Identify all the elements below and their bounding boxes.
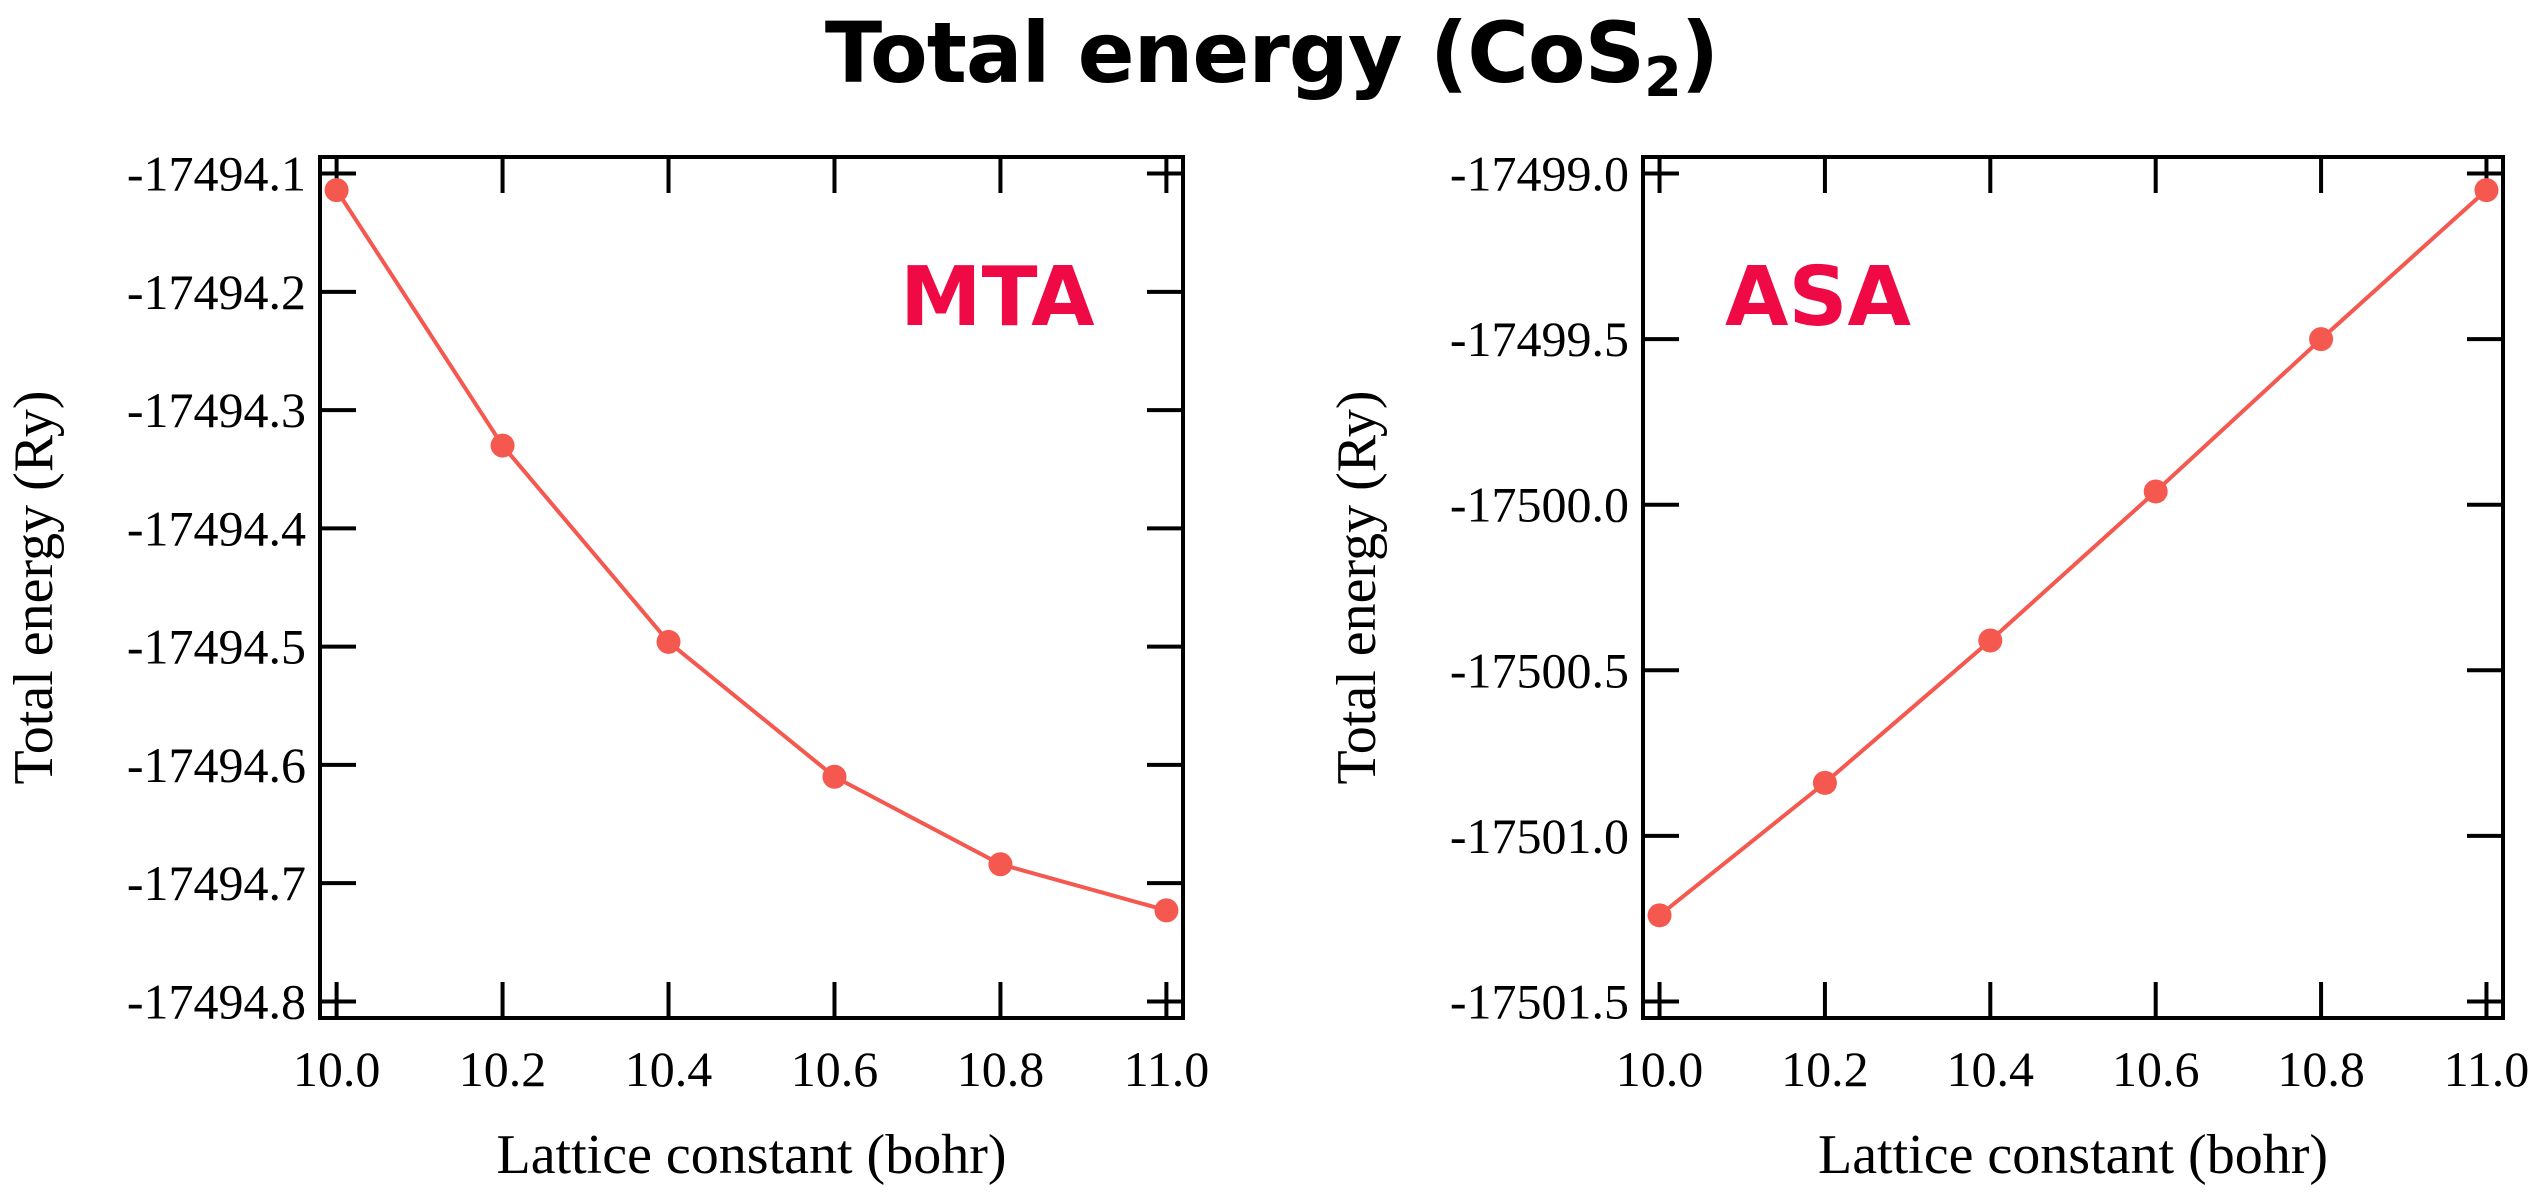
- mta-xtick-label: 11.0: [1124, 1041, 1210, 1097]
- asa-x-axis-label: Lattice constant (bohr): [1818, 1124, 2328, 1186]
- mta-ytick-label: -17494.2: [127, 264, 306, 320]
- mta-ytick-label: -17494.6: [127, 737, 306, 793]
- mta-xtick-label: 10.2: [459, 1041, 547, 1097]
- mta-ytick-label: -17494.1: [127, 146, 306, 202]
- mta-ytick-label: -17494.5: [127, 619, 306, 675]
- asa-xtick-label: 10.0: [1616, 1041, 1704, 1097]
- mta-panel: -17494.1 -17494.2 -17494.3 -17494.4 -17494.5…: [3, 146, 1209, 1186]
- mta-xtick-label: 10.0: [293, 1041, 381, 1097]
- chart-title-text: Total energy (CoS: [824, 4, 1645, 102]
- asa-data-point: [2309, 327, 2334, 352]
- mta-x-axis-label: Lattice constant (bohr): [496, 1124, 1006, 1186]
- asa-xtick-label: 11.0: [2444, 1041, 2530, 1097]
- asa-ytick-label: -17500.5: [1450, 642, 1629, 698]
- mta-ytick-label: -17494.7: [127, 855, 306, 911]
- chart-title-close: ): [1680, 4, 1719, 102]
- asa-ytick-label: -17501.5: [1450, 973, 1629, 1029]
- mta-data-point: [490, 433, 515, 458]
- mta-plot-frame: [318, 155, 1185, 1020]
- mta-ytick-label: -17494.8: [127, 973, 306, 1029]
- asa-data-point: [1978, 628, 2003, 653]
- asa-xtick-label: 10.8: [2277, 1041, 2365, 1097]
- asa-xtick-label: 10.4: [1947, 1041, 2035, 1097]
- asa-xtick-label: 10.2: [1781, 1041, 1869, 1097]
- asa-data-point: [1647, 903, 1672, 928]
- mta-data-point: [656, 629, 681, 654]
- chart-title-subscript: 2: [1644, 46, 1682, 109]
- asa-data-point: [2474, 178, 2499, 203]
- mta-ytick-label: -17494.4: [127, 500, 306, 556]
- asa-plot-frame: [1641, 155, 2505, 1020]
- asa-ytick-label: -17501.0: [1450, 808, 1629, 864]
- mta-data-point: [822, 764, 847, 789]
- asa-xtick-label: 10.6: [2112, 1041, 2200, 1097]
- mta-xtick-label: 10.4: [625, 1041, 713, 1097]
- mta-series-line: [334, 189, 1167, 913]
- mta-xtick-label: 10.6: [791, 1041, 879, 1097]
- asa-data-point: [2143, 479, 2168, 504]
- mta-y-axis-label: Total energy (Ry): [3, 390, 65, 784]
- asa-y-axis-label: Total energy (Ry): [1326, 390, 1388, 784]
- mta-data-point: [988, 852, 1013, 877]
- asa-panel: -17499.0 -17499.5 -17500.0 -17500.5 -17501.0…: [1326, 146, 2529, 1186]
- asa-ytick-label: -17499.0: [1450, 146, 1629, 202]
- mta-method-label: MTA: [900, 250, 1095, 345]
- asa-ytick-label: -17500.0: [1450, 477, 1629, 533]
- asa-data-point: [1812, 770, 1837, 795]
- asa-ytick-label: -17499.5: [1450, 311, 1629, 367]
- asa-method-label: ASA: [1725, 250, 1912, 345]
- mta-data-point: [324, 178, 349, 203]
- asa-series-line: [1658, 188, 2488, 917]
- mta-data-point: [1154, 898, 1179, 923]
- chart-title: Total energy (CoS2): [0, 4, 2543, 109]
- mta-ytick-label: -17494.3: [127, 382, 306, 438]
- mta-xtick-label: 10.8: [957, 1041, 1045, 1097]
